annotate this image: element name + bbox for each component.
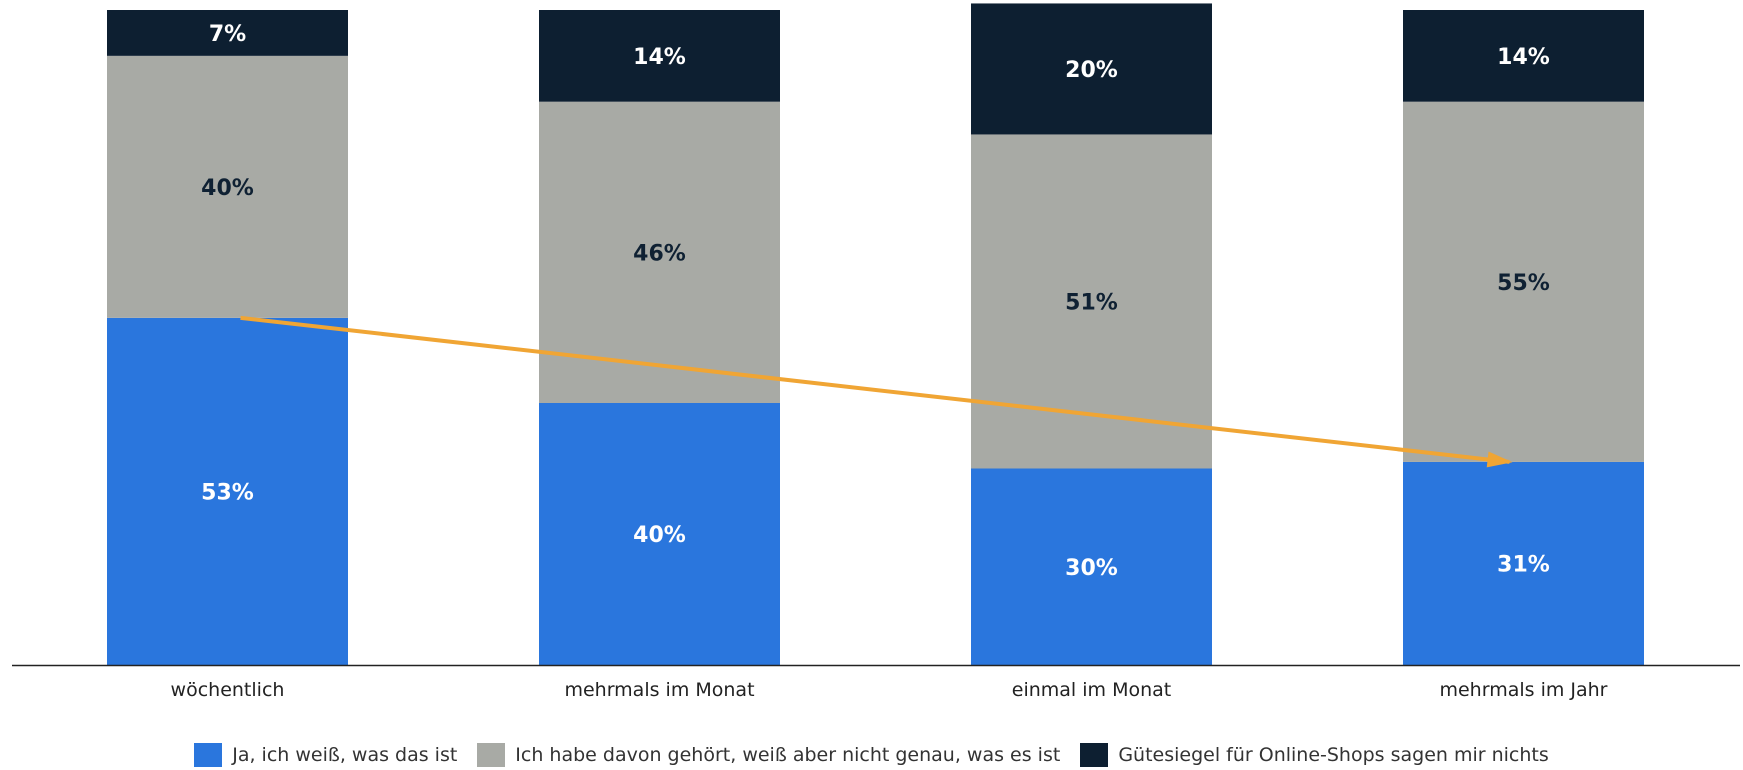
category-label-1: wöchentlich: [171, 679, 285, 701]
data-label-1-2: 40%: [633, 523, 686, 548]
bar-segment-1-4[interactable]: [1403, 461, 1644, 665]
data-label-3-3: 20%: [1065, 58, 1118, 83]
data-label-1-4: 31%: [1497, 552, 1550, 577]
data-label-3-4: 14%: [1497, 45, 1550, 70]
data-label-3-2: 14%: [633, 45, 686, 70]
bar-segment-1-2[interactable]: [539, 403, 780, 665]
data-label-2-1: 40%: [201, 176, 254, 201]
trend-arrow-head: [1486, 451, 1513, 468]
legend-swatch-1: [194, 743, 223, 767]
legend-item-2[interactable]: Ich habe davon gehört, weiß aber nicht g…: [477, 743, 1060, 767]
bar-segment-2-2[interactable]: [539, 101, 780, 403]
trend-arrow-line: [240, 315, 1510, 464]
legend: Ja, ich weiß, was das ist Ich habe davon…: [0, 740, 1743, 770]
legend-label-2: Ich habe davon gehört, weiß aber nicht g…: [515, 744, 1061, 766]
data-label-1-1: 53%: [201, 480, 254, 505]
bar-segment-2-4[interactable]: [1403, 101, 1644, 462]
stacked-bar-chart: 53% 40% 7% wöchentlich 40% 46% 14% mehrmals im …: [12, 3, 1740, 701]
category-label-4: mehrmals im Jahr: [1439, 679, 1607, 701]
data-label-2-2: 46%: [633, 241, 686, 266]
legend-label-1: Ja, ich weiß, was das ist: [232, 744, 458, 766]
bar-segment-2-1[interactable]: [107, 55, 348, 318]
data-label-3-1: 7%: [209, 22, 246, 47]
legend-swatch-3: [1080, 743, 1109, 767]
legend-label-3: Gütesiegel für Online-Shops sagen mir ni…: [1118, 744, 1549, 766]
bar-segment-1-1[interactable]: [107, 317, 348, 665]
category-label-3: einmal im Monat: [1012, 679, 1171, 701]
bar-segment-3-2[interactable]: [539, 10, 780, 102]
bar-segment-3-3[interactable]: [971, 3, 1212, 135]
legend-item-3[interactable]: Gütesiegel für Online-Shops sagen mir ni…: [1080, 743, 1549, 767]
legend-item-1[interactable]: Ja, ich weiß, was das ist: [194, 743, 457, 767]
data-label-1-3: 30%: [1065, 556, 1118, 581]
bar-segment-3-1[interactable]: [107, 10, 348, 56]
bar-segment-1-3[interactable]: [971, 468, 1212, 666]
category-label-2: mehrmals im Monat: [564, 679, 754, 701]
data-label-2-4: 55%: [1497, 271, 1550, 296]
data-label-2-3: 51%: [1065, 290, 1118, 315]
bar-segment-3-4[interactable]: [1403, 10, 1644, 102]
legend-swatch-2: [477, 743, 506, 767]
